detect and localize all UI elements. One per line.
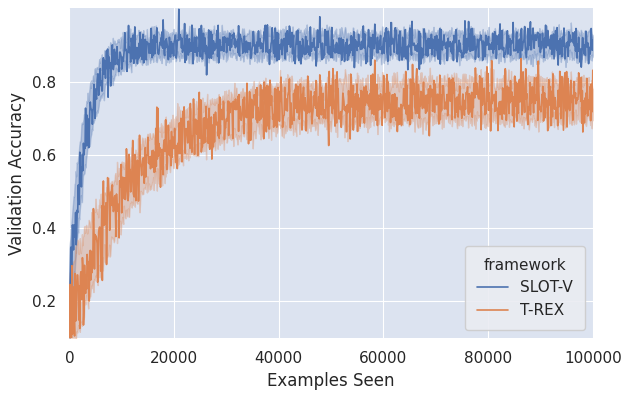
Legend: SLOT-V, T-REX: SLOT-V, T-REX bbox=[465, 246, 585, 330]
SLOT-V bbox=[426, 36, 433, 41]
T-REX bbox=[425, 86, 433, 91]
T-REX bbox=[296, 109, 304, 113]
Line: T-REX: T-REX bbox=[69, 59, 593, 338]
SLOT-V bbox=[175, 7, 183, 12]
T-REX bbox=[66, 336, 73, 340]
SLOT-V bbox=[66, 293, 74, 298]
SLOT-V bbox=[297, 62, 305, 66]
T-REX bbox=[119, 175, 127, 179]
T-REX bbox=[589, 68, 597, 73]
Y-axis label: Validation Accuracy: Validation Accuracy bbox=[8, 92, 26, 255]
SLOT-V bbox=[278, 53, 286, 57]
SLOT-V bbox=[484, 42, 492, 47]
T-REX bbox=[277, 75, 285, 80]
SLOT-V bbox=[475, 55, 483, 60]
T-REX bbox=[517, 56, 525, 61]
T-REX bbox=[483, 64, 491, 69]
X-axis label: Examples Seen: Examples Seen bbox=[267, 372, 395, 390]
Line: SLOT-V: SLOT-V bbox=[69, 9, 593, 296]
SLOT-V bbox=[589, 37, 597, 42]
SLOT-V bbox=[66, 289, 73, 294]
T-REX bbox=[474, 88, 481, 93]
SLOT-V bbox=[120, 59, 127, 64]
